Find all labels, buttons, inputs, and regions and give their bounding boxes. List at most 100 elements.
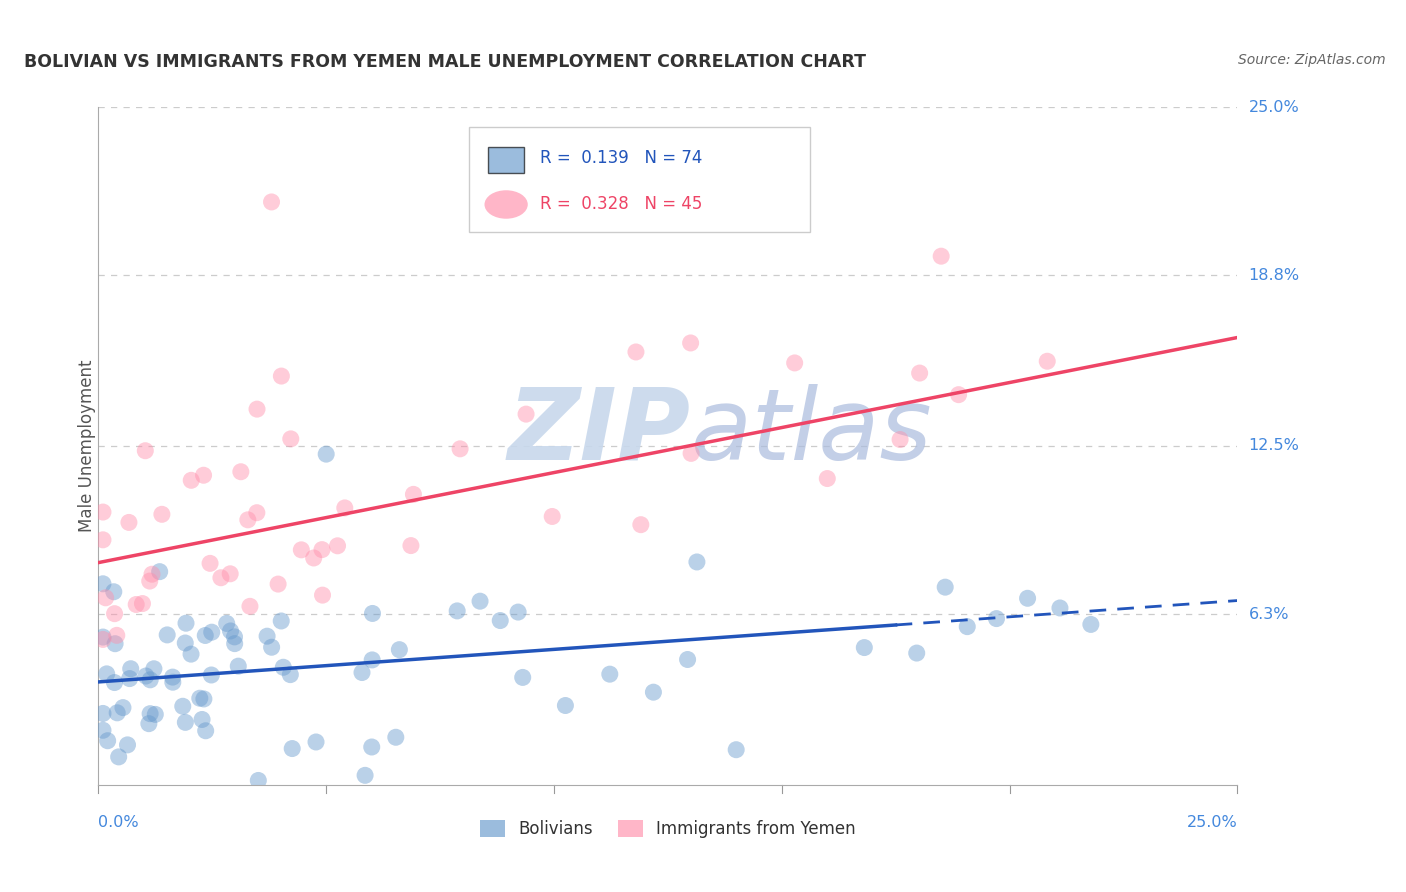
Point — [174, 636, 197, 650]
Ellipse shape — [485, 190, 527, 219]
Point — [270, 369, 292, 384]
Point — [91, 630, 114, 644]
Point — [188, 691, 211, 706]
Point — [91, 632, 114, 647]
Point — [134, 443, 156, 458]
Point — [686, 555, 709, 569]
Point — [194, 628, 217, 642]
Point — [94, 591, 117, 605]
Text: 25.0%: 25.0% — [1187, 815, 1237, 830]
Point — [143, 707, 166, 722]
Point — [468, 594, 491, 608]
Point — [201, 625, 224, 640]
Point — [105, 628, 128, 642]
Point — [135, 669, 157, 683]
Point — [449, 442, 471, 456]
Point — [200, 668, 222, 682]
Point — [139, 673, 162, 687]
Text: 25.0%: 25.0% — [1249, 100, 1299, 114]
Point — [174, 715, 197, 730]
Point — [676, 652, 699, 666]
Point — [174, 616, 197, 631]
Point — [679, 335, 702, 350]
Point — [515, 407, 537, 421]
Point — [508, 605, 530, 619]
Legend: Bolivians, Immigrants from Yemen: Bolivians, Immigrants from Yemen — [474, 813, 862, 845]
Point — [934, 580, 956, 594]
Point — [142, 662, 165, 676]
Point — [354, 768, 377, 782]
FancyBboxPatch shape — [468, 128, 810, 233]
Point — [172, 699, 194, 714]
Point — [361, 653, 384, 667]
Point — [599, 667, 621, 681]
Point — [91, 505, 114, 519]
Point — [180, 473, 202, 487]
Text: 6.3%: 6.3% — [1249, 607, 1289, 622]
Point — [1049, 601, 1071, 615]
Point — [554, 698, 576, 713]
Point — [305, 735, 328, 749]
Point — [162, 670, 184, 684]
Point — [326, 539, 349, 553]
Point — [104, 637, 127, 651]
Point — [239, 599, 262, 614]
Text: BOLIVIAN VS IMMIGRANTS FROM YEMEN MALE UNEMPLOYMENT CORRELATION CHART: BOLIVIAN VS IMMIGRANTS FROM YEMEN MALE U… — [24, 53, 866, 70]
Point — [278, 667, 301, 681]
Point — [1080, 617, 1102, 632]
Point — [118, 516, 141, 530]
Text: atlas: atlas — [690, 384, 932, 481]
Point — [105, 706, 128, 720]
Point — [315, 447, 337, 461]
Point — [96, 666, 118, 681]
Point — [624, 345, 647, 359]
Point — [280, 432, 302, 446]
Point — [180, 647, 202, 661]
Point — [193, 692, 215, 706]
Point — [91, 533, 114, 547]
Point — [302, 551, 325, 566]
Point — [681, 446, 703, 460]
Point — [219, 566, 242, 581]
Point — [246, 506, 269, 520]
Point — [162, 675, 184, 690]
Point — [446, 604, 468, 618]
Point — [229, 465, 252, 479]
Point — [889, 433, 911, 447]
Point — [853, 640, 876, 655]
Point — [541, 509, 564, 524]
Point — [281, 741, 304, 756]
Point — [402, 487, 425, 501]
Point — [103, 675, 125, 690]
Point — [783, 356, 806, 370]
Point — [91, 723, 114, 738]
Point — [138, 716, 160, 731]
Point — [138, 574, 160, 588]
Point — [630, 517, 652, 532]
Point — [385, 731, 408, 745]
FancyBboxPatch shape — [488, 147, 524, 173]
Point — [226, 659, 249, 673]
Point — [107, 750, 129, 764]
Point — [643, 685, 665, 699]
Text: 0.0%: 0.0% — [98, 815, 139, 830]
Point — [103, 584, 125, 599]
Point — [260, 640, 283, 655]
Text: ZIP: ZIP — [508, 384, 690, 481]
Text: 12.5%: 12.5% — [1249, 439, 1299, 453]
Point — [361, 607, 384, 621]
Point — [209, 571, 232, 585]
Point — [97, 733, 120, 747]
Point — [125, 598, 148, 612]
Point — [948, 387, 970, 401]
Point — [156, 628, 179, 642]
Point — [489, 614, 512, 628]
Point — [1017, 591, 1039, 606]
Point — [215, 616, 238, 631]
Point — [512, 670, 534, 684]
Point — [399, 539, 422, 553]
Point — [815, 471, 838, 485]
Point — [290, 542, 312, 557]
Point — [311, 542, 333, 557]
Point — [219, 624, 242, 638]
